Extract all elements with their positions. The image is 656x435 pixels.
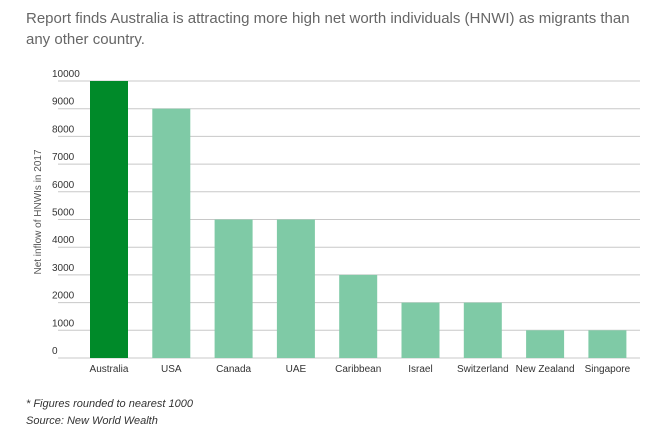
y-tick-label: 2000 <box>52 291 75 302</box>
bar-singapore <box>588 330 627 358</box>
bar-caribbean <box>339 274 378 358</box>
x-category-label: UAE <box>286 364 307 375</box>
bar-usa <box>152 108 191 358</box>
x-category-label: Switzerland <box>457 364 509 375</box>
y-tick-label: 6000 <box>52 180 75 191</box>
y-tick-label: 10000 <box>52 69 80 80</box>
bar-canada <box>214 219 253 358</box>
x-category-label: Singapore <box>585 364 631 375</box>
y-tick-label: 8000 <box>52 124 75 135</box>
bar-uae <box>276 219 315 358</box>
x-category-label: Caribbean <box>335 364 381 375</box>
x-axis-categories: Australia USA Canada UAE Caribbean Israel Swit… <box>90 364 631 375</box>
y-tick-label: 1000 <box>52 318 75 329</box>
x-category-label: New Zealand <box>516 364 575 375</box>
y-axis-label: Net inflow of HNWIs in 2017 <box>33 149 44 274</box>
y-tick-label: 5000 <box>52 208 75 219</box>
x-category-label: Australia <box>90 364 129 375</box>
y-axis-ticks: 0 1000 2000 3000 4000 5000 6000 7000 8000 9000 100… <box>52 69 80 357</box>
bar-new-zealand <box>526 330 565 358</box>
bar-australia <box>90 81 128 358</box>
bar-switzerland <box>463 302 502 358</box>
x-category-label: Canada <box>216 364 251 375</box>
x-category-label: Israel <box>408 364 432 375</box>
bar-israel <box>401 302 440 358</box>
x-category-label: USA <box>161 364 182 375</box>
footnote: * Figures rounded to nearest 1000 <box>26 398 193 410</box>
y-tick-label: 0 <box>52 346 58 357</box>
y-tick-label: 9000 <box>52 97 75 108</box>
y-tick-label: 3000 <box>52 263 75 274</box>
chart-title: Report finds Australia is attracting mor… <box>26 10 630 48</box>
y-tick-label: 4000 <box>52 235 75 246</box>
y-tick-label: 7000 <box>52 152 75 163</box>
source-note: Source: New World Wealth <box>26 415 158 427</box>
bars <box>90 81 627 358</box>
